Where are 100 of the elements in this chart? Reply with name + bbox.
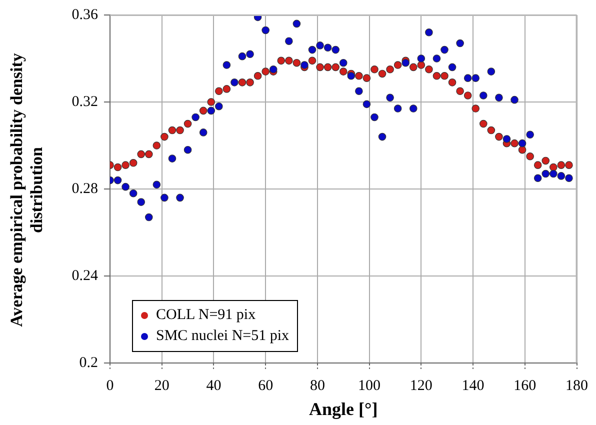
point [347,72,356,80]
point [137,150,146,158]
point [222,61,231,69]
point [565,174,573,182]
point [378,132,386,141]
y-tick-label: 0.2 [79,354,98,371]
point [192,113,200,122]
point [176,126,184,134]
point [262,26,270,34]
legend-label: COLL N=91 pix [156,307,256,324]
point [292,20,301,28]
point [207,98,216,106]
point [425,28,433,36]
point [472,104,480,112]
point [542,170,550,178]
point [550,170,558,178]
point [207,106,216,115]
point [417,54,426,62]
point [518,146,526,154]
point [518,139,526,148]
point [550,163,558,172]
point [160,132,168,141]
point [526,152,534,160]
point [215,102,223,110]
point [409,104,418,112]
x-tick-label: 100 [358,378,381,394]
point [114,176,122,184]
point [292,58,301,67]
point [152,180,161,189]
point [300,61,308,69]
point [448,63,456,72]
point [199,128,208,136]
point [160,194,168,202]
point [277,56,286,65]
point [495,94,503,102]
point [144,150,153,158]
point [246,50,254,58]
point [456,39,464,48]
point [502,135,511,143]
point [510,139,518,148]
point [534,161,542,169]
point [308,56,316,65]
point [510,96,518,104]
y-tick-label: 0.28 [72,180,98,197]
point [308,46,316,54]
point [432,54,441,62]
point [557,161,566,169]
point [534,174,542,182]
point [230,78,238,86]
point [144,213,153,222]
point [184,146,192,154]
point [262,68,270,76]
point [222,85,231,93]
point [542,156,550,165]
point [557,172,566,180]
point [324,63,332,72]
point [246,78,254,86]
point [370,113,378,122]
point [122,182,130,191]
point [122,161,130,169]
point [285,56,293,65]
point [464,92,472,100]
x-tick-label: 40 [206,378,222,394]
point [168,126,176,134]
point [480,120,488,128]
point [316,63,324,72]
point [394,104,402,112]
point [440,46,448,54]
point [456,87,464,96]
point [495,132,503,141]
point [129,159,138,167]
point [355,72,363,80]
point [480,92,488,100]
point [332,63,340,72]
point [425,65,433,74]
point [355,87,363,96]
point [215,87,223,96]
point [137,198,146,206]
point [487,126,496,134]
point [184,120,192,128]
point [176,194,184,202]
point [362,74,371,82]
point [487,68,496,76]
x-tick-label: 0 [106,378,114,394]
y-axis-title: Average empirical probability density distribution [7,52,47,329]
point [324,44,332,52]
point [285,37,293,45]
point [238,52,246,60]
y-tick-label: 0.32 [72,94,98,110]
point [432,72,441,80]
point [409,63,418,72]
point [339,68,348,76]
point [386,65,394,74]
point [152,142,161,150]
x-tick-label: 160 [514,378,536,394]
x-axis-title: Angle [°] [309,398,378,419]
point [565,161,573,169]
point [370,65,378,74]
point [394,61,402,69]
point [129,189,138,198]
